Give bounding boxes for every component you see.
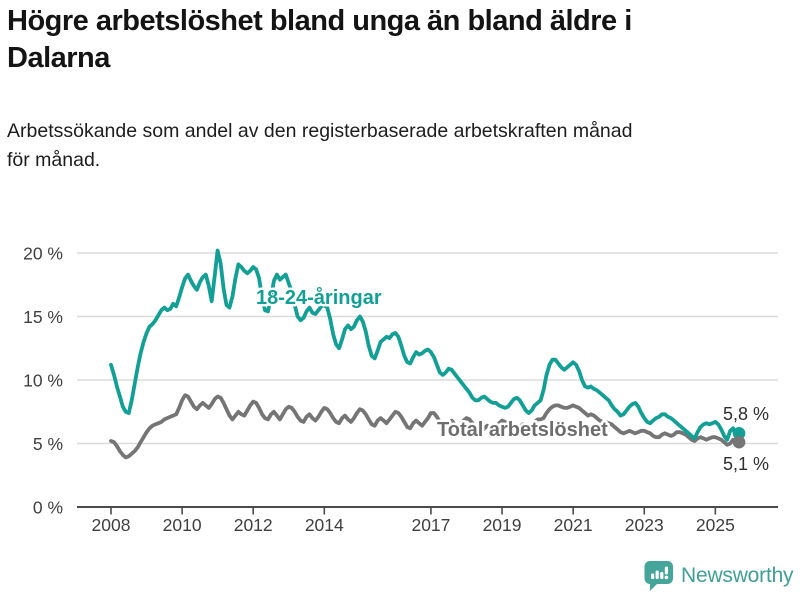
- x-tick-label: 2010: [163, 515, 202, 535]
- unemployment-line-chart: 0 % 5 % 10 % 15 % 20 % 2008 2010 2012 2014 2017 20…: [23, 244, 778, 535]
- youth-end-value-label: 5,8 %: [723, 404, 769, 424]
- logo-exclamation-bar: [664, 566, 668, 575]
- x-tick-label: 2017: [411, 515, 450, 535]
- x-tick-label: 2014: [305, 515, 344, 535]
- x-tick-label: 2025: [696, 515, 735, 535]
- total-series-label: Total arbetslöshet: [437, 419, 608, 441]
- x-tick-label: 2021: [554, 515, 593, 535]
- total-end-dot: [732, 435, 746, 449]
- x-tick-label: 2012: [234, 515, 273, 535]
- youth-series-label: 18-24-åringar: [256, 286, 382, 309]
- y-tick-label: 5 %: [33, 434, 63, 454]
- title-line-1: Högre arbetslöshet bland unga än bland ä…: [7, 5, 632, 37]
- y-tick-label: 0 %: [33, 498, 63, 518]
- logo-bar-2: [655, 570, 659, 579]
- brand-name: Newsworthy: [681, 564, 794, 587]
- logo-bar-1: [651, 573, 655, 579]
- y-tick-label: 20 %: [23, 244, 63, 264]
- youth-series-line: [109, 248, 741, 442]
- x-tick-label: 2023: [625, 515, 664, 535]
- logo-exclamation-dot: [664, 575, 669, 580]
- youth-end-dot: [732, 427, 746, 440]
- subtitle-line-2: för månad.: [7, 149, 101, 171]
- total-series-line: [109, 393, 741, 460]
- newsworthy-branding: Newsworthy: [644, 560, 794, 592]
- page-title: Högre arbetslöshet bland unga än bland ä…: [7, 3, 632, 77]
- logo-bar-3: [660, 572, 664, 579]
- newsworthy-logo-icon: [644, 561, 673, 591]
- x-tick-label: 2008: [92, 515, 131, 535]
- y-tick-label: 15 %: [23, 307, 63, 327]
- title-line-2: Dalarna: [7, 42, 110, 74]
- x-tick-label: 2019: [483, 515, 522, 535]
- total-end-value-label: 5,1 %: [723, 454, 769, 474]
- subtitle-line-1: Arbetssökande som andel av den registerb…: [7, 120, 633, 142]
- chart-subtitle: Arbetssökande som andel av den registerb…: [7, 117, 632, 175]
- y-tick-label: 10 %: [23, 371, 63, 391]
